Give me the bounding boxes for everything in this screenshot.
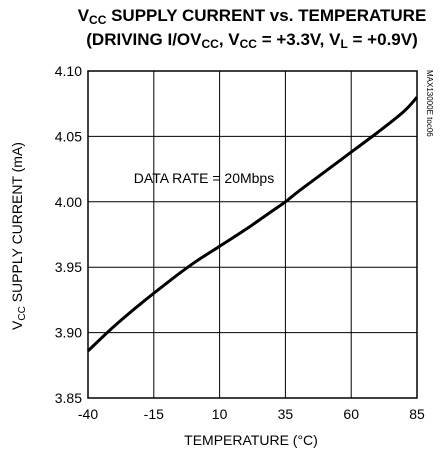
y-tick-label: 4.05 [55, 128, 82, 144]
data-rate-annotation: DATA RATE = 20Mbps [134, 170, 274, 186]
gridlines [88, 71, 417, 398]
y-tick-label: 4.00 [55, 194, 82, 210]
chart-title-line-1: VCC SUPPLY CURRENT vs. TEMPERATURE [78, 6, 427, 27]
y-tick-label: 4.10 [55, 63, 82, 79]
y-tick-label: 3.95 [55, 259, 82, 275]
figure-code: MAX13000E toc06 [425, 70, 434, 137]
series-layer [86, 96, 419, 352]
plot-frame [87, 70, 418, 399]
x-tick-label: 10 [212, 406, 228, 422]
x-tick-label: 85 [409, 406, 425, 422]
chart-title-line-2: (DRIVING I/OVCC, VCC = +3.3V, VL = +0.9V… [86, 30, 418, 51]
x-tick-label: 60 [343, 406, 359, 422]
x-tick-label: -15 [144, 406, 164, 422]
series-line [86, 96, 419, 352]
y-axis-label: VCC SUPPLY CURRENT (mA) [9, 142, 28, 330]
x-axis-label: TEMPERATURE (°C) [184, 432, 318, 448]
x-tick-label: -40 [78, 406, 98, 422]
tick-labels: -40 -15 10 35 60 85 3.85 3.90 3.95 4.00 4.05 4.10 [55, 63, 425, 422]
x-tick-label: 35 [278, 406, 294, 422]
y-tick-label: 3.90 [55, 325, 82, 341]
y-tick-label: 3.85 [55, 390, 82, 406]
